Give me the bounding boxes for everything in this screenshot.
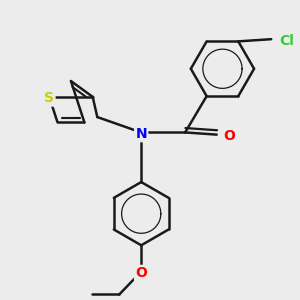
Text: S: S <box>44 91 54 105</box>
Text: Cl: Cl <box>279 34 294 48</box>
Text: O: O <box>135 266 147 280</box>
Text: N: N <box>135 127 147 141</box>
Text: O: O <box>223 129 235 143</box>
